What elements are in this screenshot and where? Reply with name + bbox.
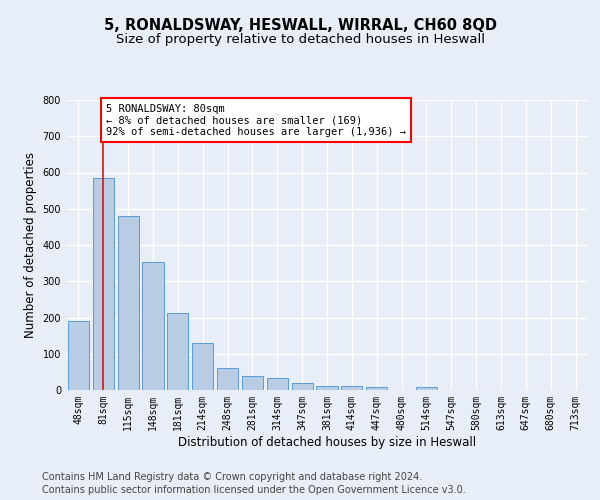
Text: 5, RONALDSWAY, HESWALL, WIRRAL, CH60 8QD: 5, RONALDSWAY, HESWALL, WIRRAL, CH60 8QD [104, 18, 497, 32]
Text: Contains HM Land Registry data © Crown copyright and database right 2024.: Contains HM Land Registry data © Crown c… [42, 472, 422, 482]
Bar [142, 262, 164, 390]
Bar [267, 378, 288, 390]
Bar [93, 178, 114, 390]
Bar [242, 376, 263, 390]
Bar [118, 216, 139, 390]
Bar [217, 368, 238, 390]
Text: Size of property relative to detached houses in Heswall: Size of property relative to detached ho… [115, 32, 485, 46]
Text: 5 RONALDSWAY: 80sqm
← 8% of detached houses are smaller (169)
92% of semi-detach: 5 RONALDSWAY: 80sqm ← 8% of detached hou… [106, 104, 406, 137]
Bar [192, 343, 213, 390]
Bar [167, 313, 188, 390]
Bar [292, 384, 313, 390]
Bar [341, 386, 362, 390]
Y-axis label: Number of detached properties: Number of detached properties [24, 152, 37, 338]
X-axis label: Distribution of detached houses by size in Heswall: Distribution of detached houses by size … [178, 436, 476, 448]
Bar [416, 387, 437, 390]
Bar [316, 386, 338, 390]
Bar [366, 387, 387, 390]
Bar [68, 321, 89, 390]
Text: Contains public sector information licensed under the Open Government Licence v3: Contains public sector information licen… [42, 485, 466, 495]
